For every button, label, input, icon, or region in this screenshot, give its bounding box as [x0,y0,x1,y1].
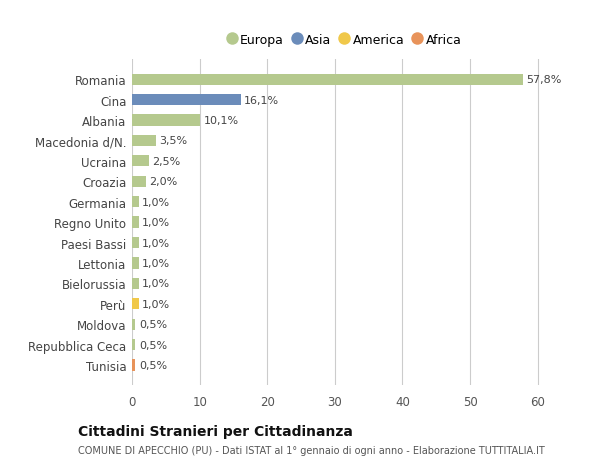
Text: 1,0%: 1,0% [142,279,170,289]
Text: 57,8%: 57,8% [526,75,562,85]
Bar [132,95,241,106]
Text: 2,0%: 2,0% [149,177,177,187]
Bar [132,176,146,187]
Text: 2,5%: 2,5% [152,157,181,167]
Legend: Europa, Asia, America, Africa: Europa, Asia, America, Africa [225,30,465,50]
Bar [132,298,139,310]
Bar [132,278,139,289]
Text: 1,0%: 1,0% [142,197,170,207]
Text: 16,1%: 16,1% [244,95,280,106]
Bar [132,196,139,208]
Bar [132,237,139,249]
Bar [132,339,136,350]
Text: 3,5%: 3,5% [159,136,187,146]
Bar [132,74,523,86]
Text: Cittadini Stranieri per Cittadinanza: Cittadini Stranieri per Cittadinanza [78,425,353,438]
Bar [132,258,139,269]
Text: 1,0%: 1,0% [142,258,170,269]
Bar [132,135,155,147]
Bar [132,217,139,228]
Text: 1,0%: 1,0% [142,238,170,248]
Bar [132,156,149,167]
Text: 0,5%: 0,5% [139,360,167,370]
Text: 1,0%: 1,0% [142,218,170,228]
Bar [132,359,136,371]
Text: 0,5%: 0,5% [139,319,167,330]
Bar [132,115,200,126]
Bar [132,319,136,330]
Text: 1,0%: 1,0% [142,299,170,309]
Text: 10,1%: 10,1% [203,116,239,126]
Text: COMUNE DI APECCHIO (PU) - Dati ISTAT al 1° gennaio di ogni anno - Elaborazione T: COMUNE DI APECCHIO (PU) - Dati ISTAT al … [78,445,545,455]
Text: 0,5%: 0,5% [139,340,167,350]
